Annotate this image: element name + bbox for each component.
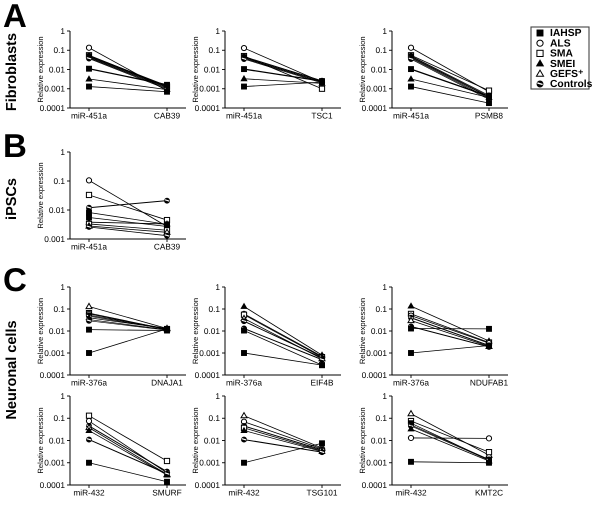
svg-text:iPSCs: iPSCs: [4, 178, 20, 220]
svg-text:0.001: 0.001: [44, 348, 65, 358]
svg-text:TSC1: TSC1: [311, 111, 333, 121]
svg-text:Relative expression: Relative expression: [36, 407, 45, 473]
svg-text:0.0001: 0.0001: [362, 480, 388, 490]
svg-text:miR-376a: miR-376a: [226, 378, 262, 388]
svg-text:0.0001: 0.0001: [40, 370, 66, 380]
svg-text:0.01: 0.01: [371, 64, 388, 74]
svg-text:0.1: 0.1: [208, 304, 220, 314]
svg-text:0.01: 0.01: [371, 435, 388, 445]
svg-text:0.0001: 0.0001: [195, 103, 221, 113]
svg-text:1: 1: [382, 282, 387, 292]
svg-text:0.1: 0.1: [375, 45, 387, 55]
svg-text:0.01: 0.01: [49, 205, 66, 215]
svg-text:0.01: 0.01: [371, 326, 388, 336]
svg-text:C: C: [3, 261, 27, 298]
svg-text:0.01: 0.01: [204, 64, 221, 74]
svg-text:0.1: 0.1: [208, 413, 220, 423]
svg-text:0.0001: 0.0001: [362, 103, 388, 113]
svg-text:KMT2C: KMT2C: [475, 488, 503, 498]
svg-text:Relative expression: Relative expression: [191, 36, 200, 102]
svg-text:0.001: 0.001: [44, 84, 65, 94]
svg-text:Relative expression: Relative expression: [36, 36, 45, 102]
svg-text:Relative expression: Relative expression: [191, 298, 200, 364]
svg-text:TSG101: TSG101: [307, 488, 338, 498]
svg-text:0.001: 0.001: [366, 348, 387, 358]
svg-text:miR-432: miR-432: [228, 488, 260, 498]
svg-text:0.1: 0.1: [375, 304, 387, 314]
svg-text:DNAJA1: DNAJA1: [151, 378, 183, 388]
svg-text:0.01: 0.01: [49, 435, 66, 445]
svg-text:EIF4B: EIF4B: [310, 378, 334, 388]
svg-text:Fibroblasts: Fibroblasts: [4, 33, 20, 111]
svg-text:PSMB8: PSMB8: [475, 111, 504, 121]
svg-text:0.01: 0.01: [49, 64, 66, 74]
svg-text:0.001: 0.001: [44, 458, 65, 468]
svg-text:1: 1: [60, 26, 65, 36]
svg-text:0.1: 0.1: [53, 304, 65, 314]
svg-text:Relative expression: Relative expression: [358, 407, 367, 473]
svg-text:0.001: 0.001: [199, 84, 220, 94]
svg-text:0.1: 0.1: [53, 45, 65, 55]
svg-text:Relative expression: Relative expression: [358, 36, 367, 102]
svg-text:1: 1: [382, 26, 387, 36]
svg-text:1: 1: [60, 391, 65, 401]
svg-text:0.1: 0.1: [208, 45, 220, 55]
svg-text:miR-451a: miR-451a: [226, 111, 262, 121]
svg-text:Neuronal cells: Neuronal cells: [4, 320, 20, 419]
svg-text:miR-376a: miR-376a: [71, 378, 107, 388]
svg-text:0.01: 0.01: [204, 435, 221, 445]
svg-text:0.001: 0.001: [366, 84, 387, 94]
svg-text:1: 1: [382, 391, 387, 401]
svg-text:0.0001: 0.0001: [40, 103, 66, 113]
svg-text:Relative expression: Relative expression: [36, 298, 45, 364]
svg-text:Controls: Controls: [550, 79, 593, 90]
svg-text:B: B: [3, 127, 27, 164]
svg-text:0.0001: 0.0001: [195, 480, 221, 490]
svg-text:miR-451a: miR-451a: [71, 242, 107, 252]
svg-text:0.0001: 0.0001: [362, 370, 388, 380]
svg-text:1: 1: [60, 147, 65, 157]
svg-text:miR-376a: miR-376a: [393, 378, 429, 388]
svg-text:0.1: 0.1: [53, 176, 65, 186]
svg-text:miR-432: miR-432: [73, 488, 105, 498]
svg-text:Relative expression: Relative expression: [36, 162, 45, 228]
svg-text:0.1: 0.1: [53, 413, 65, 423]
svg-text:0.01: 0.01: [49, 326, 66, 336]
svg-text:miR-451a: miR-451a: [393, 111, 429, 121]
svg-text:0.1: 0.1: [375, 413, 387, 423]
svg-text:miR-451a: miR-451a: [71, 111, 107, 121]
svg-text:SMURF: SMURF: [152, 488, 182, 498]
svg-text:CAB39: CAB39: [154, 111, 181, 121]
svg-text:0.01: 0.01: [204, 326, 221, 336]
svg-text:0.0001: 0.0001: [195, 370, 221, 380]
svg-text:miR-432: miR-432: [395, 488, 427, 498]
svg-text:1: 1: [215, 391, 220, 401]
svg-text:0.001: 0.001: [366, 458, 387, 468]
svg-text:CAB39: CAB39: [154, 242, 181, 252]
svg-text:0.001: 0.001: [199, 348, 220, 358]
svg-text:Relative expression: Relative expression: [191, 407, 200, 473]
svg-text:0.0001: 0.0001: [40, 480, 66, 490]
svg-text:1: 1: [60, 282, 65, 292]
svg-text:0.001: 0.001: [44, 234, 65, 244]
svg-text:A: A: [3, 0, 27, 34]
svg-text:NDUFAB1: NDUFAB1: [470, 378, 509, 388]
svg-text:Relative expression: Relative expression: [358, 298, 367, 364]
svg-text:0.001: 0.001: [199, 458, 220, 468]
svg-text:1: 1: [215, 282, 220, 292]
svg-text:1: 1: [215, 26, 220, 36]
